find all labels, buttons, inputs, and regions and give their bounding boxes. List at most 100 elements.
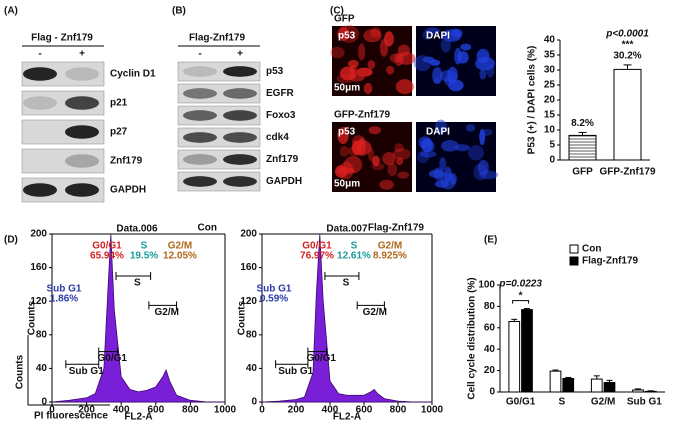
cell-signal bbox=[371, 163, 385, 171]
value-label: 30.2% bbox=[613, 51, 641, 62]
gate-label: Sub G1 bbox=[278, 366, 313, 377]
y-tick-label: 40 bbox=[544, 35, 556, 46]
phase-name: S bbox=[351, 241, 358, 252]
blot-band bbox=[223, 66, 257, 77]
y-tick-label: 200 bbox=[30, 229, 47, 240]
phase-percent: 19.5% bbox=[130, 251, 158, 262]
cell-signal bbox=[382, 151, 396, 166]
y-tick-label: 35 bbox=[544, 50, 556, 61]
blot-band bbox=[23, 96, 57, 110]
cell-signal bbox=[339, 66, 356, 81]
cell-signal bbox=[339, 145, 349, 157]
cell-signal bbox=[337, 26, 350, 41]
y-axis-title: Counts bbox=[27, 300, 38, 335]
channel-label: p53 bbox=[338, 127, 356, 138]
blot-band bbox=[223, 176, 257, 187]
gate-label: Sub G1 bbox=[69, 366, 104, 377]
cell-signal bbox=[454, 47, 462, 65]
cell-signal bbox=[347, 59, 359, 68]
annotation: p<0.0001 bbox=[605, 29, 649, 40]
lane-label: - bbox=[38, 49, 41, 60]
blot-band bbox=[183, 154, 217, 165]
x-tick-label: 800 bbox=[182, 405, 199, 416]
legend-swatch bbox=[569, 256, 579, 266]
y-tick-label: 0 bbox=[489, 387, 495, 398]
scale-label: 50μm bbox=[334, 179, 360, 190]
cell-signal bbox=[425, 27, 440, 35]
cell-signal bbox=[434, 119, 448, 135]
axis-title: Counts bbox=[15, 354, 26, 389]
cell-signal bbox=[367, 60, 376, 70]
histogram-area bbox=[51, 233, 225, 403]
y-tick-label: 160 bbox=[240, 262, 257, 273]
blot-band bbox=[223, 110, 257, 121]
cell-signal bbox=[439, 157, 447, 171]
cell-signal bbox=[443, 166, 453, 183]
gate-label: G2/M bbox=[363, 307, 387, 318]
significance-bracket bbox=[512, 300, 530, 304]
channel-label: DAPI bbox=[426, 127, 450, 138]
y-tick-label: 60 bbox=[484, 322, 496, 333]
blot-band bbox=[223, 154, 257, 165]
bar bbox=[603, 381, 616, 393]
histogram-title: Flag-Znf179 bbox=[368, 223, 425, 234]
phase-name: G2/M bbox=[168, 241, 192, 252]
y-tick-label: 30 bbox=[544, 65, 556, 76]
y-tick-label: 40 bbox=[484, 344, 496, 355]
x-tick-label: S bbox=[559, 397, 566, 408]
phase-name: G0/G1 bbox=[92, 241, 122, 252]
phase-percent: 76.97% bbox=[300, 251, 334, 262]
panel-label: (B) bbox=[172, 6, 186, 17]
legend-label: Flag-Znf179 bbox=[582, 256, 639, 267]
phase-percent: 12.61% bbox=[337, 251, 371, 262]
y-tick-label: 25 bbox=[544, 80, 556, 91]
y-tick-label: 0 bbox=[251, 397, 257, 408]
histogram-id: Data.007 bbox=[326, 224, 368, 235]
blot-label: Foxo3 bbox=[266, 110, 296, 121]
lane-label: + bbox=[79, 49, 85, 60]
gate-label: G2/M bbox=[154, 307, 178, 318]
cell-signal bbox=[351, 135, 366, 148]
x-tick-label: 1000 bbox=[214, 405, 237, 416]
blot-label: p27 bbox=[110, 127, 128, 138]
cell-signal bbox=[441, 139, 459, 152]
phase-percent: 12.05% bbox=[163, 251, 197, 262]
value-label: 8.2% bbox=[571, 118, 594, 129]
gate-label: G0/G1 bbox=[307, 353, 337, 364]
y-tick-label: 20 bbox=[484, 365, 496, 376]
y-tick-label: 20 bbox=[544, 95, 556, 106]
cell-signal bbox=[395, 79, 414, 95]
x-tick-label: 200 bbox=[288, 405, 305, 416]
cell-signal bbox=[428, 169, 445, 179]
cell-signal bbox=[465, 124, 476, 132]
bar bbox=[590, 378, 603, 393]
cell-signal bbox=[432, 66, 443, 84]
x-tick-label: 0 bbox=[49, 405, 55, 416]
cell-signal bbox=[384, 31, 394, 47]
y-axis-title: P53 (+) / DAPI cells (%) bbox=[527, 46, 538, 155]
cell-signal bbox=[330, 46, 345, 59]
panel-label: (C) bbox=[330, 6, 344, 17]
cell-signal bbox=[451, 29, 463, 38]
y-tick-label: 0 bbox=[549, 155, 555, 166]
blot-label: p21 bbox=[110, 98, 128, 109]
x-tick-label: G0/G1 bbox=[506, 397, 536, 408]
blot-band bbox=[65, 125, 99, 139]
cell-signal bbox=[363, 82, 373, 94]
cell-signal bbox=[368, 126, 382, 135]
phase-percent: 65.94% bbox=[90, 251, 124, 262]
image-title: GFP-Znf179 bbox=[334, 110, 391, 121]
blot-band bbox=[65, 96, 99, 110]
cell-signal bbox=[372, 155, 380, 167]
blot-label: p53 bbox=[266, 66, 284, 77]
x-axis-title: FL2-A bbox=[124, 412, 152, 423]
x-axis-title: FL2-A bbox=[333, 412, 361, 423]
phase-name: Sub G1 bbox=[256, 284, 291, 295]
x-tick-label: 600 bbox=[356, 405, 373, 416]
cell-signal bbox=[418, 136, 432, 149]
x-tick-label: 400 bbox=[322, 405, 339, 416]
blot-header: Flag - Znf179 bbox=[31, 33, 93, 44]
cell-signal bbox=[427, 141, 436, 152]
y-tick-label: 0 bbox=[41, 397, 47, 408]
panel-label: (D) bbox=[4, 235, 18, 246]
